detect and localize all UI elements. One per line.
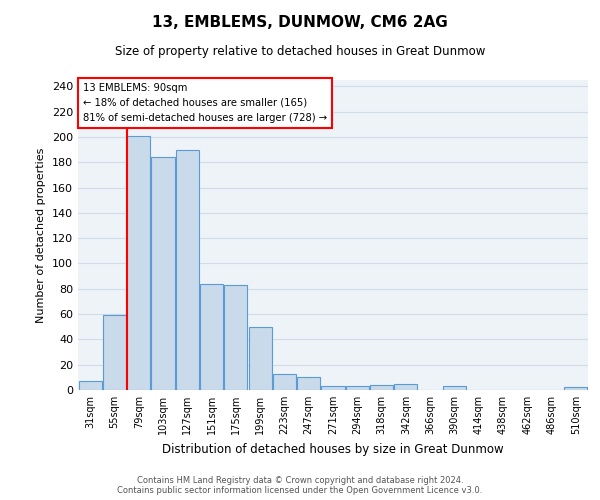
Bar	[248, 326, 272, 390]
Bar	[79, 381, 101, 390]
Bar	[224, 285, 247, 390]
Bar	[200, 284, 223, 390]
Bar	[151, 157, 175, 390]
Text: 13, EMBLEMS, DUNMOW, CM6 2AG: 13, EMBLEMS, DUNMOW, CM6 2AG	[152, 15, 448, 30]
Bar	[346, 386, 369, 390]
Y-axis label: Number of detached properties: Number of detached properties	[37, 148, 46, 322]
Text: Contains HM Land Registry data © Crown copyright and database right 2024.
Contai: Contains HM Land Registry data © Crown c…	[118, 476, 482, 495]
Text: Size of property relative to detached houses in Great Dunmow: Size of property relative to detached ho…	[115, 45, 485, 58]
Bar	[273, 374, 296, 390]
Bar	[322, 386, 344, 390]
Bar	[565, 388, 587, 390]
Bar	[176, 150, 199, 390]
Bar	[103, 316, 126, 390]
Bar	[297, 378, 320, 390]
Bar	[127, 136, 150, 390]
Bar	[370, 385, 393, 390]
Bar	[394, 384, 418, 390]
X-axis label: Distribution of detached houses by size in Great Dunmow: Distribution of detached houses by size …	[162, 442, 504, 456]
Bar	[443, 386, 466, 390]
Text: 13 EMBLEMS: 90sqm
← 18% of detached houses are smaller (165)
81% of semi-detache: 13 EMBLEMS: 90sqm ← 18% of detached hous…	[83, 83, 327, 122]
